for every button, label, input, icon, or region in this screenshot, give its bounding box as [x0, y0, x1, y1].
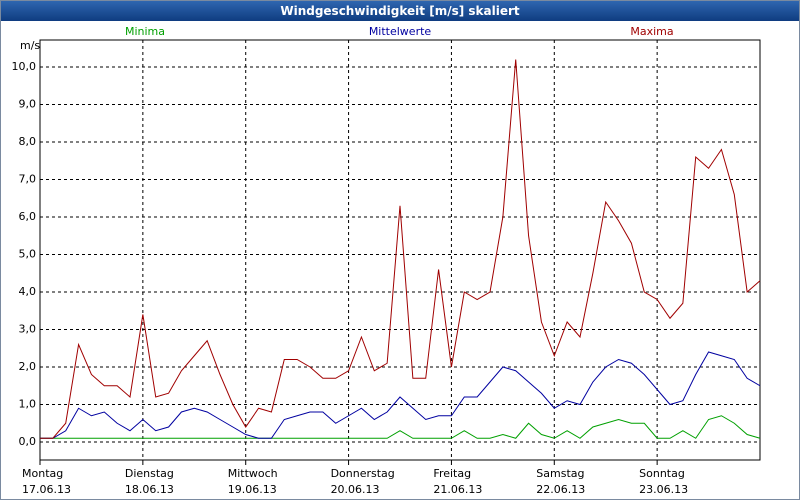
x-tick-date: 17.06.13: [22, 483, 71, 496]
legend-label: Minima: [125, 25, 165, 38]
y-tick-label: 1,0: [19, 398, 37, 411]
series-line: [40, 59, 761, 439]
series-line: [40, 351, 761, 439]
x-tick-date: 23.06.13: [639, 483, 688, 496]
x-tick-date: 20.06.13: [331, 483, 380, 496]
x-tick-label: Dienstag: [125, 467, 174, 480]
x-tick-date: 22.06.13: [536, 483, 585, 496]
x-tick-label: Samstag: [536, 467, 584, 480]
x-tick-label: Freitag: [433, 467, 471, 480]
x-tick-date: 18.06.13: [125, 483, 174, 496]
y-tick-label: 0,0: [19, 435, 37, 448]
x-tick-label: Montag: [22, 467, 63, 480]
y-tick-label: 10,0: [12, 60, 37, 73]
x-tick-label: Sonntag: [639, 467, 685, 480]
y-tick-label: 2,0: [19, 360, 37, 373]
legend-label: Maxima: [630, 25, 673, 38]
y-tick-label: 8,0: [19, 135, 37, 148]
y-tick-label: 3,0: [19, 323, 37, 336]
y-tick-label: 9,0: [19, 98, 37, 111]
title-bar: Windgeschwindigkeit [m/s] skaliert: [1, 1, 799, 21]
x-tick-label: Donnerstag: [331, 467, 395, 480]
y-tick-label: 6,0: [19, 210, 37, 223]
x-tick-label: Mittwoch: [228, 467, 278, 480]
series-line: [40, 415, 761, 439]
legend-label: Mittelwerte: [369, 25, 432, 38]
y-tick-label: 5,0: [19, 248, 37, 261]
plot-frame: [39, 39, 761, 461]
y-axis-label: m/s: [20, 39, 40, 52]
x-tick-date: 19.06.13: [228, 483, 277, 496]
x-tick-date: 21.06.13: [433, 483, 482, 496]
y-tick-label: 4,0: [19, 285, 37, 298]
y-tick-label: 7,0: [19, 173, 37, 186]
